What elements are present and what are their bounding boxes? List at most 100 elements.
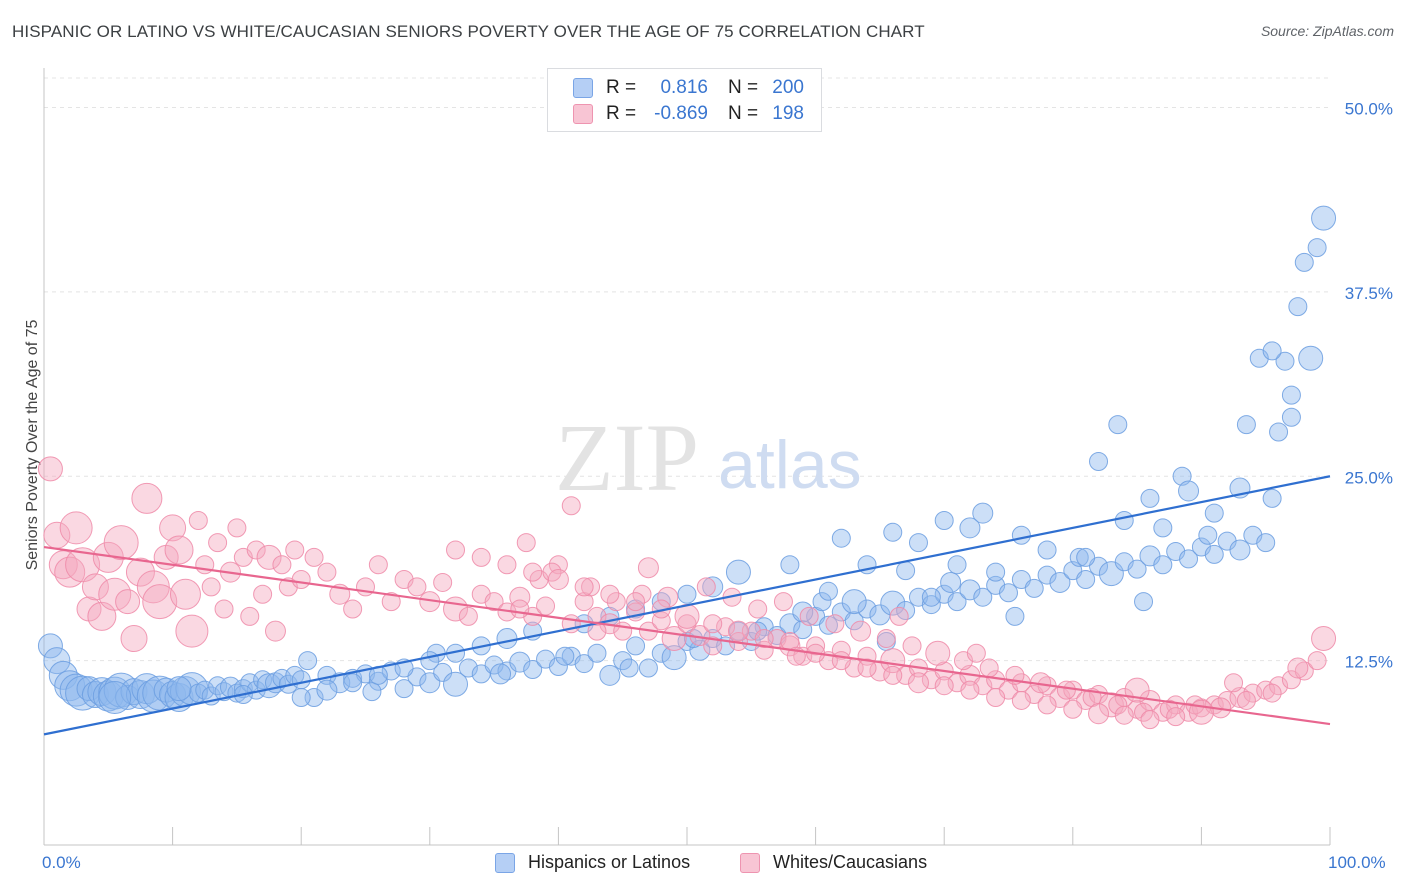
data-point [959,517,981,539]
data-point [999,583,1018,603]
legend-r-label: R = [606,77,637,98]
data-point [1037,565,1057,585]
trend-lines [43,475,1331,736]
data-point [131,482,163,514]
data-point [876,629,896,648]
series-hispanics-points [37,205,1337,714]
legend-label: Whites/Caucasians [773,852,928,872]
data-point [902,636,922,656]
data-point [343,599,363,619]
data-point [831,651,851,671]
data-point [1269,422,1289,442]
data-point [574,577,594,597]
data-point [1037,695,1057,715]
data-point [960,680,980,700]
data-point [799,606,819,626]
y-tick-labels: 12.5% 25.0% 37.5% 50.0% [1345,100,1393,672]
data-point [613,651,633,671]
x-tick-right: 100.0% [1328,853,1386,872]
data-point [727,620,749,642]
legend-swatch-pink [740,853,760,873]
legend-row-whites: R = -0.869 N = 198 [548,101,821,127]
data-point [1294,661,1314,681]
data-point [1011,690,1031,710]
y-tick-label: 25.0% [1345,468,1393,487]
data-point [166,676,192,702]
data-point [240,606,260,626]
data-point [934,676,954,696]
data-point [908,533,928,553]
data-point [889,606,909,626]
data-point [619,658,639,678]
data-point [1134,592,1154,612]
data-point [510,599,530,619]
data-point [959,579,981,601]
data-point [1063,699,1083,719]
trend-line-hispanics [43,475,1331,736]
data-point [37,633,63,659]
data-point [1229,539,1251,561]
legend-swatch-pink [573,104,593,124]
data-point [818,581,838,601]
data-point [1153,518,1173,538]
data-point [1134,702,1154,722]
data-point [316,679,338,701]
data-point [256,544,282,570]
data-point [689,639,711,661]
data-point [548,555,568,575]
data-point [716,617,736,637]
data-point [1204,503,1224,523]
legend-r-value: -0.869 [654,103,708,124]
data-point [1288,297,1308,317]
data-point [188,511,208,530]
data-point [1140,710,1160,730]
data-point [48,660,78,690]
legend-swatch-blue [495,853,515,873]
data-point [883,522,903,542]
data-point [458,658,478,678]
data-point [1076,570,1096,589]
data-point [446,540,466,560]
data-point [1159,699,1179,719]
watermark-zip: ZIP [555,404,699,511]
data-point [1188,699,1214,725]
data-point [1166,707,1186,727]
data-point [1049,571,1071,593]
legend-label: Hispanics or Latinos [528,852,691,872]
data-point [925,640,951,666]
data-point [1127,559,1147,579]
data-point [368,555,388,575]
data-point [966,643,986,663]
legend-row-hispanics: R = 0.816 N = 200 [548,75,821,101]
data-point [1262,683,1282,703]
legend-n-value: 198 [772,103,804,124]
data-point [471,547,491,567]
data-point [1311,205,1337,231]
data-point [1011,525,1031,545]
data-point [1140,488,1160,508]
data-point [896,561,916,581]
trend-line-whites [43,545,1331,726]
data-point [1269,676,1289,696]
data-point [1037,540,1057,560]
data-point [561,496,581,516]
data-point [857,658,877,678]
data-point [1311,626,1337,651]
data-point [632,584,652,604]
y-tick-label: 12.5% [1345,653,1393,672]
data-point [443,671,469,697]
data-point [458,606,478,626]
data-point [940,571,962,593]
data-point [812,592,832,612]
x-tick-left: 0.0% [42,853,81,872]
data-point [1024,578,1044,598]
legend-n-label: N = [728,103,759,124]
data-point [1056,680,1076,700]
data-point [509,651,531,673]
data-point [599,664,621,686]
data-point [54,556,86,588]
axes [43,68,1331,846]
data-point [536,596,556,616]
data-point [1179,702,1199,722]
